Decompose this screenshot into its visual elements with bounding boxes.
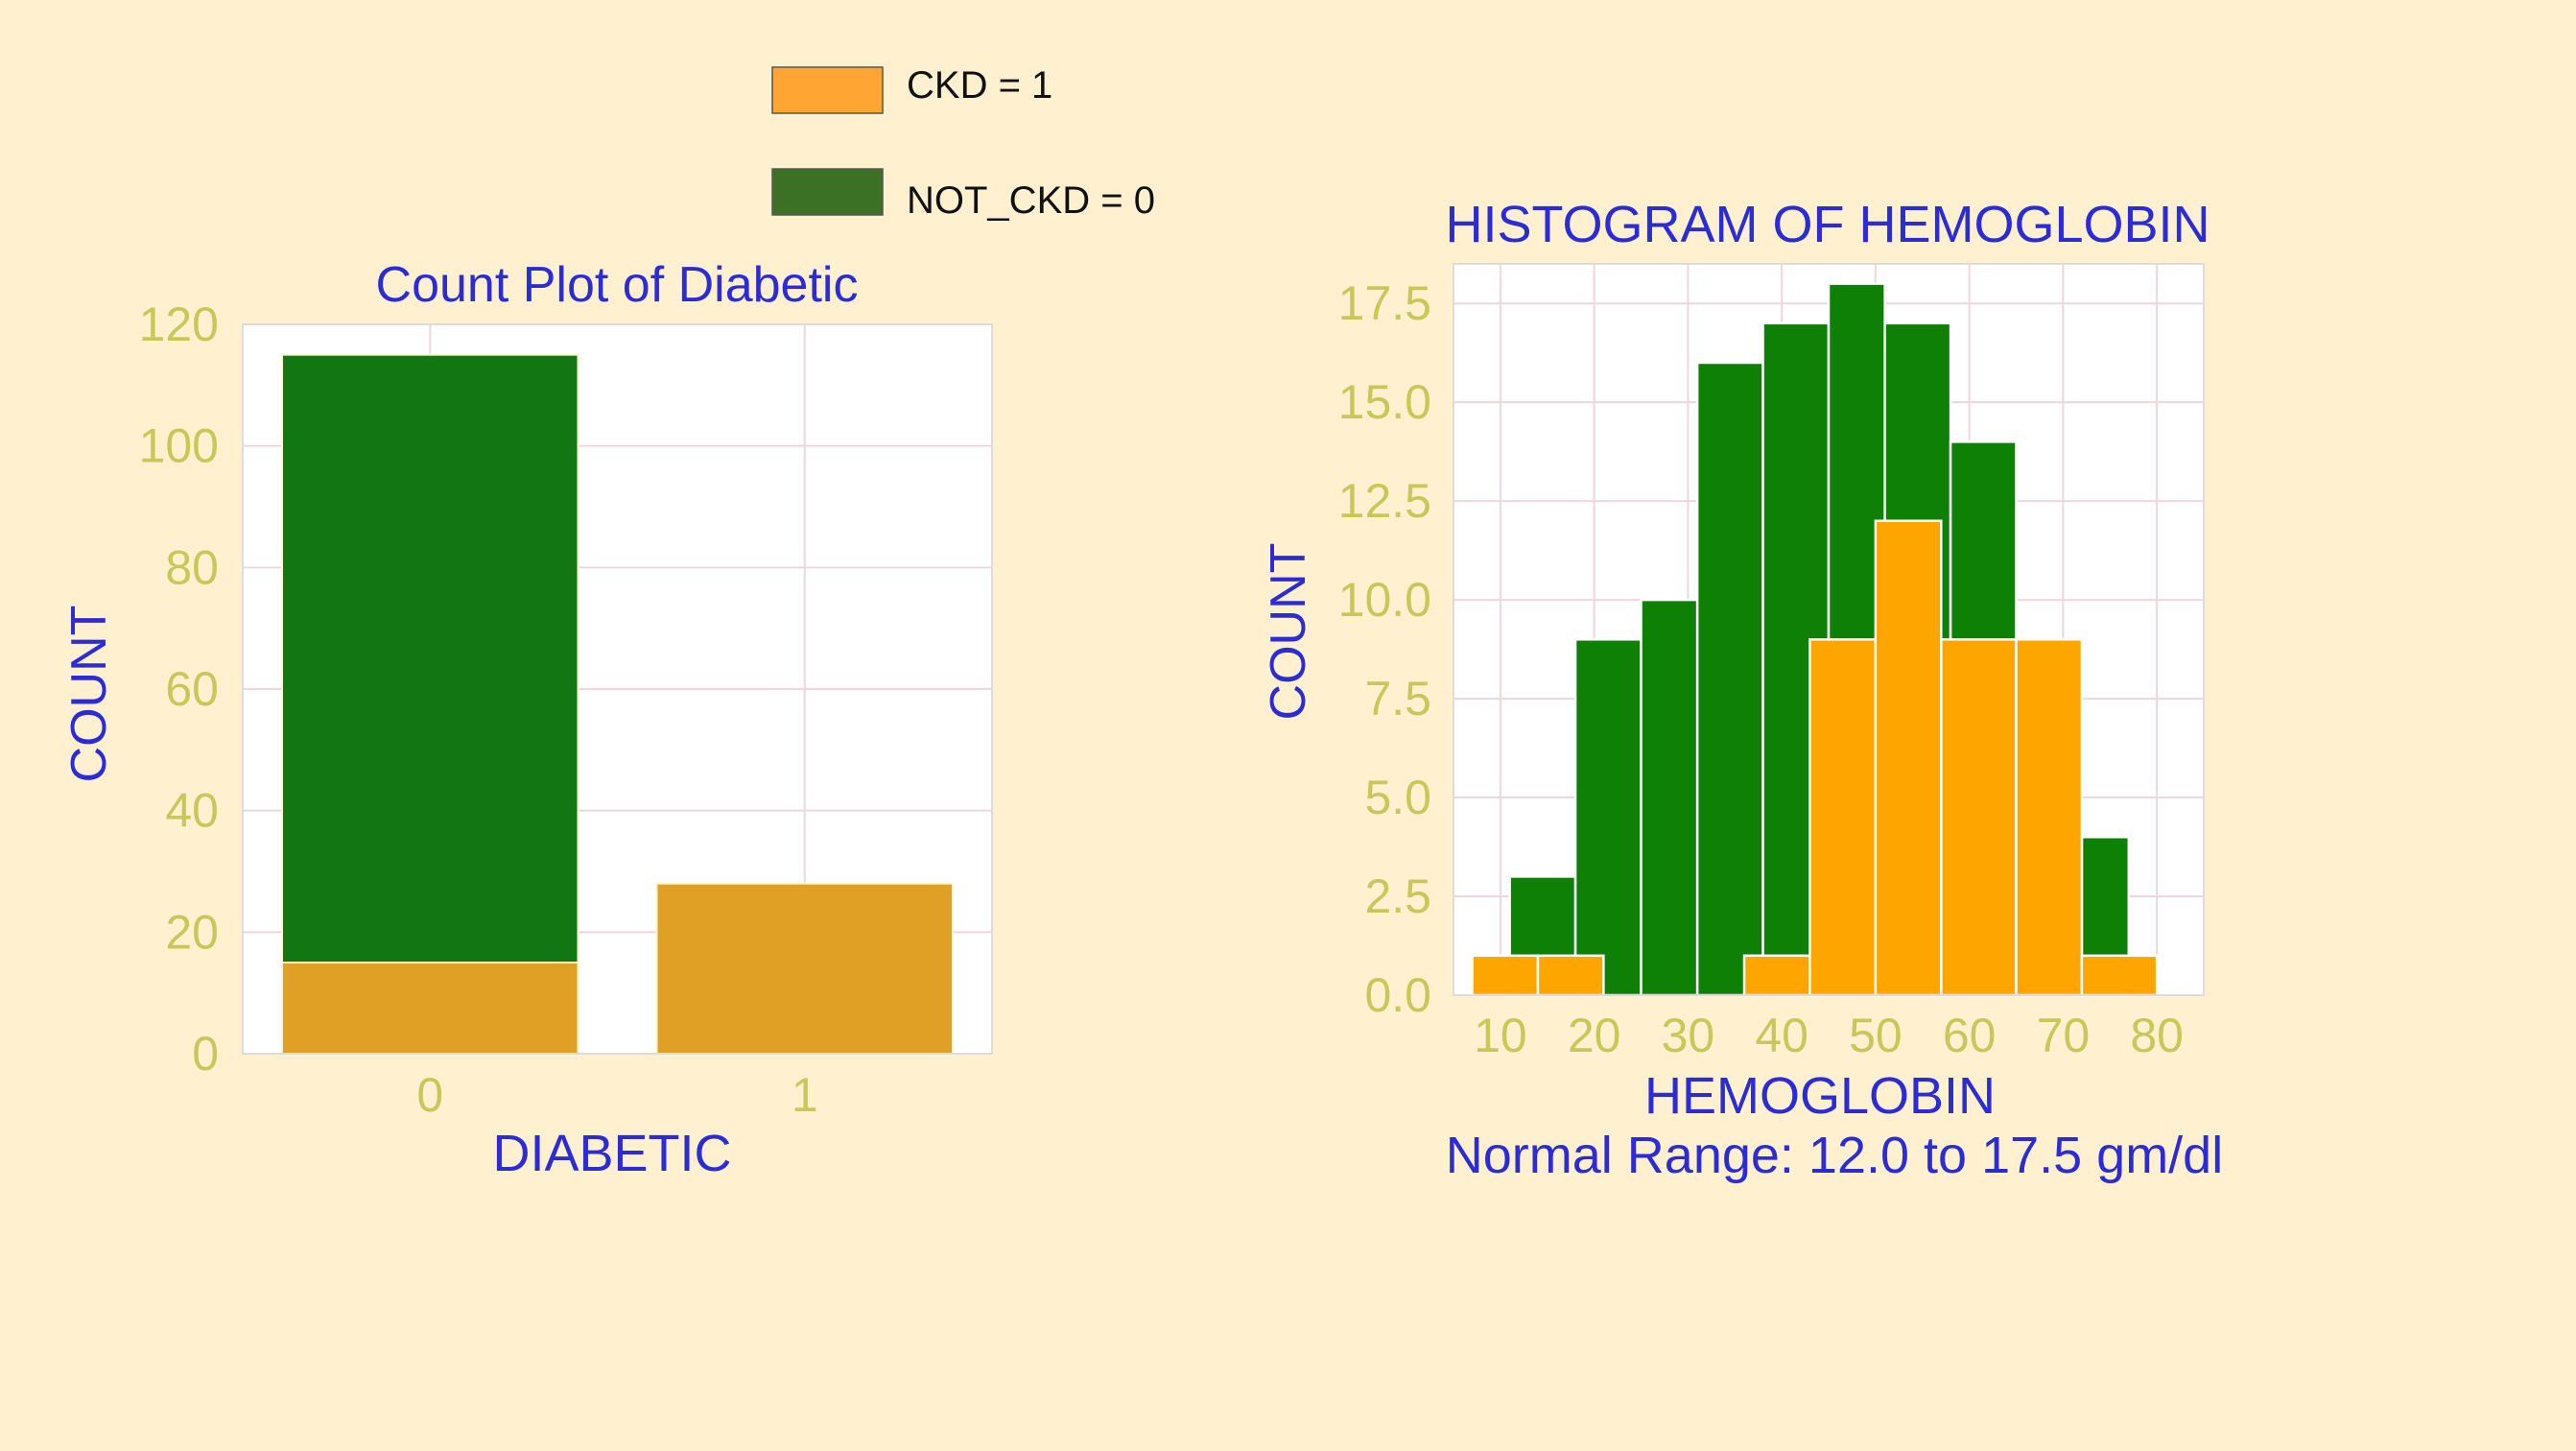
legend-label-ckd: CKD = 1 — [907, 64, 1052, 107]
left-y-tick-label: 120 — [139, 297, 219, 351]
right-y-tick-label: 7.5 — [1364, 672, 1431, 726]
left-y-tick-label: 60 — [165, 662, 219, 716]
hist-bin-ckd — [1471, 954, 1540, 997]
right-x-tick-label: 80 — [2130, 1009, 2184, 1062]
hist-bin-ckd — [1536, 954, 1605, 997]
left-y-tick-label: 20 — [165, 905, 219, 959]
left-y-tick-labels: 0 20 40 60 80 100 120 — [139, 297, 219, 1081]
left-x-tick-label: 0 — [416, 1068, 443, 1122]
right-x-axis-subtitle: Normal Range: 12.0 to 17.5 gm/dl — [1446, 1127, 2223, 1184]
hist-bin-not-ckd — [1573, 638, 1642, 997]
right-y-tick-label: 12.5 — [1338, 474, 1431, 528]
right-x-tick-labels: 10 20 30 40 50 60 70 80 — [1474, 1009, 2184, 1062]
right-x-tick-label: 10 — [1474, 1009, 1527, 1062]
right-x-tick-label: 60 — [1943, 1009, 1997, 1062]
left-y-tick-label: 0 — [192, 1027, 219, 1081]
hemoglobin-histogram: 0.0 2.5 5.0 7.5 10.0 12.5 15.0 17.5 10 20 30 40 50 6… — [1261, 196, 2223, 1184]
left-y-axis-label: COUNT — [61, 606, 117, 783]
right-plot-frame — [1453, 263, 2205, 996]
right-y-tick-label: 2.5 — [1364, 869, 1431, 923]
left-y-tick-label: 40 — [165, 784, 219, 838]
right-y-tick-label: 5.0 — [1364, 771, 1431, 824]
legend-swatch-not-ckd — [771, 168, 884, 216]
right-x-axis-label: HEMOGLOBIN — [1644, 1067, 1996, 1125]
right-y-tick-labels: 0.0 2.5 5.0 7.5 10.0 12.5 15.0 17.5 — [1338, 276, 1431, 1022]
hist-bin-ckd — [2080, 954, 2159, 997]
left-x-tick-label: 1 — [792, 1068, 818, 1122]
hist-bin-not-ckd — [1695, 361, 1764, 997]
bar-ckd-cat-0 — [281, 962, 579, 1055]
right-chart-title: HISTOGRAM OF HEMOGLOBIN — [1445, 196, 2210, 253]
bar-ckd-cat-1 — [655, 882, 954, 1056]
bar-not-ckd-cat-0 — [281, 353, 579, 963]
hist-bin-ckd — [2015, 638, 2084, 997]
left-plot-frame — [242, 323, 993, 1055]
right-y-tick-label: 0.0 — [1364, 968, 1431, 1022]
hist-bin-not-ckd — [1640, 598, 1699, 997]
right-x-tick-label: 20 — [1568, 1009, 1621, 1062]
right-x-tick-label: 50 — [1849, 1009, 1902, 1062]
legend-label-not-ckd: NOT_CKD = 0 — [907, 179, 1155, 222]
legend-swatch-ckd — [771, 66, 884, 114]
hist-bin-ckd — [1874, 519, 1943, 997]
left-chart-title: Count Plot of Diabetic — [376, 257, 859, 313]
right-y-tick-label: 17.5 — [1338, 276, 1431, 330]
hist-bin-ckd — [1742, 954, 1811, 997]
right-x-tick-label: 30 — [1662, 1009, 1715, 1062]
right-x-tick-label: 40 — [1755, 1009, 1808, 1062]
hist-bin-ckd — [1808, 638, 1878, 997]
right-y-axis-label: COUNT — [1261, 543, 1316, 721]
legend: CKD = 1 NOT_CKD = 0 — [771, 64, 1155, 222]
left-y-tick-label: 100 — [139, 419, 219, 473]
right-y-tick-label: 15.0 — [1338, 375, 1431, 429]
left-bars — [281, 353, 954, 1056]
hist-bin-ckd — [1940, 638, 2018, 997]
left-y-tick-label: 80 — [165, 540, 219, 594]
right-x-tick-label: 70 — [2037, 1009, 2091, 1062]
left-x-axis-label: DIABETIC — [492, 1125, 731, 1182]
right-y-tick-label: 10.0 — [1338, 573, 1431, 627]
